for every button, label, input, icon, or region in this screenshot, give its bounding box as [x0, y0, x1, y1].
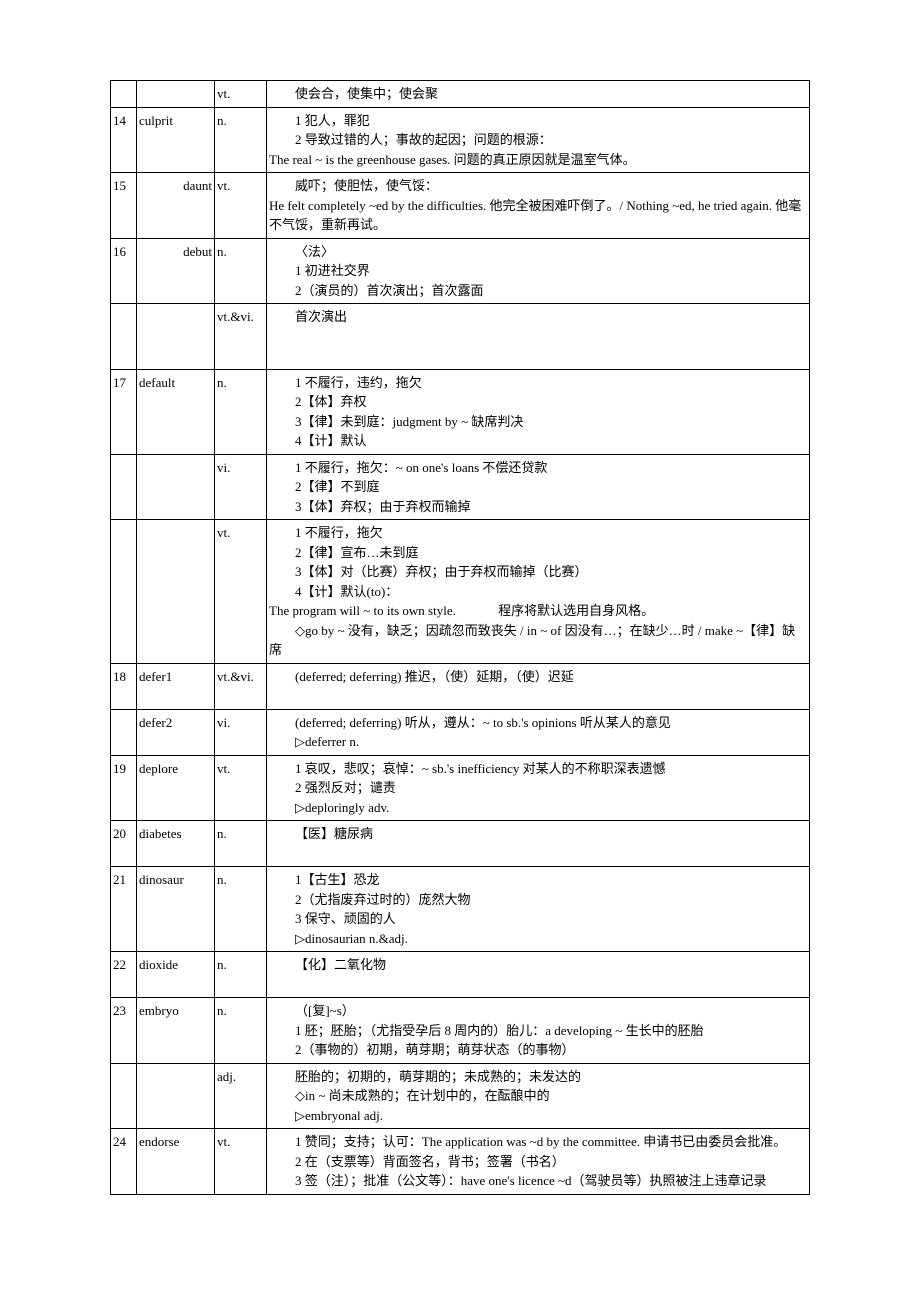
table-row: 23embryon.（[复]~s）1 胚；胚胎；（尤指受孕后 8 周内的）胎儿：… — [111, 998, 810, 1064]
pos-cell: n. — [215, 369, 267, 454]
pos-cell: vt. — [215, 1129, 267, 1195]
definition-cell: 首次演出 — [267, 304, 810, 370]
row-number: 15 — [111, 173, 137, 239]
definition-cell: (deferred; deferring) 推迟，（使）延期，（使）迟延 — [267, 663, 810, 709]
pos-cell: n. — [215, 998, 267, 1064]
word-cell: daunt — [137, 173, 215, 239]
pos-cell: vt. — [215, 81, 267, 108]
word-cell: debut — [137, 238, 215, 304]
page: vt.使会合，使集中；使会聚14culpritn.1 犯人，罪犯2 导致过错的人… — [0, 0, 920, 1255]
definition-cell: 威吓；使胆怯，使气馁：He felt completely ~ed by the… — [267, 173, 810, 239]
table-row: 18defer1vt.&vi.(deferred; deferring) 推迟，… — [111, 663, 810, 709]
table-row: 17defaultn.1 不履行，违约，拖欠2【体】弃权3【律】未到庭：judg… — [111, 369, 810, 454]
word-cell: dinosaur — [137, 867, 215, 952]
row-number — [111, 454, 137, 520]
pos-cell: adj. — [215, 1063, 267, 1129]
row-number — [111, 709, 137, 755]
pos-cell: vi. — [215, 709, 267, 755]
pos-cell: n. — [215, 238, 267, 304]
row-number: 17 — [111, 369, 137, 454]
definition-cell: 1 不履行，拖欠2【律】宣布…未到庭3【体】对（比赛）弃权；由于弃权而输掉（比赛… — [267, 520, 810, 664]
definition-cell: 1 赞同；支持；认可：The application was ~d by the… — [267, 1129, 810, 1195]
row-number: 14 — [111, 107, 137, 173]
pos-cell: vt. — [215, 520, 267, 664]
word-cell: diabetes — [137, 821, 215, 867]
row-number: 20 — [111, 821, 137, 867]
word-cell: culprit — [137, 107, 215, 173]
row-number — [111, 304, 137, 370]
pos-cell: n. — [215, 107, 267, 173]
pos-cell: vt.&vi. — [215, 663, 267, 709]
definition-cell: 1【古生】恐龙2（尤指废弃过时的）庞然大物3 保守、顽固的人▷dinosauri… — [267, 867, 810, 952]
table-body: vt.使会合，使集中；使会聚14culpritn.1 犯人，罪犯2 导致过错的人… — [111, 81, 810, 1195]
pos-cell: vt. — [215, 755, 267, 821]
row-number: 18 — [111, 663, 137, 709]
table-row: vt.1 不履行，拖欠2【律】宣布…未到庭3【体】对（比赛）弃权；由于弃权而输掉… — [111, 520, 810, 664]
row-number: 23 — [111, 998, 137, 1064]
table-row: defer2vi.(deferred; deferring) 听从，遵从：~ t… — [111, 709, 810, 755]
definition-cell: （[复]~s）1 胚；胚胎；（尤指受孕后 8 周内的）胎儿：a developi… — [267, 998, 810, 1064]
table-row: vi.1 不履行，拖欠：~ on one's loans 不偿还贷款2【律】不到… — [111, 454, 810, 520]
row-number: 22 — [111, 952, 137, 998]
table-row: adj.胚胎的；初期的，萌芽期的；未成熟的；未发达的◇in ~ 尚未成熟的；在计… — [111, 1063, 810, 1129]
table-row: 21dinosaurn.1【古生】恐龙2（尤指废弃过时的）庞然大物3 保守、顽固… — [111, 867, 810, 952]
table-row: 20diabetesn.【医】糖尿病 — [111, 821, 810, 867]
word-cell — [137, 304, 215, 370]
pos-cell: vi. — [215, 454, 267, 520]
word-cell — [137, 454, 215, 520]
word-cell: deplore — [137, 755, 215, 821]
pos-cell: vt. — [215, 173, 267, 239]
definition-cell: 1 犯人，罪犯2 导致过错的人；事故的起因；问题的根源：The real ~ i… — [267, 107, 810, 173]
row-number: 19 — [111, 755, 137, 821]
table-row: 22dioxiden.【化】二氧化物 — [111, 952, 810, 998]
word-cell: dioxide — [137, 952, 215, 998]
table-row: 15dauntvt.威吓；使胆怯，使气馁：He felt completely … — [111, 173, 810, 239]
row-number: 16 — [111, 238, 137, 304]
word-cell — [137, 81, 215, 108]
word-cell: endorse — [137, 1129, 215, 1195]
row-number — [111, 520, 137, 664]
word-cell — [137, 1063, 215, 1129]
word-cell: defer1 — [137, 663, 215, 709]
definition-cell: 【医】糖尿病 — [267, 821, 810, 867]
row-number: 24 — [111, 1129, 137, 1195]
definition-cell: 1 哀叹，悲叹；哀悼：~ sb.'s inefficiency 对某人的不称职深… — [267, 755, 810, 821]
table-row: 14culpritn.1 犯人，罪犯2 导致过错的人；事故的起因；问题的根源：T… — [111, 107, 810, 173]
table-row: 24endorsevt.1 赞同；支持；认可：The application w… — [111, 1129, 810, 1195]
definition-cell: 〈法〉1 初进社交界2（演员的）首次演出；首次露面 — [267, 238, 810, 304]
word-cell: default — [137, 369, 215, 454]
table-row: vt.使会合，使集中；使会聚 — [111, 81, 810, 108]
table-row: 16debutn.〈法〉1 初进社交界2（演员的）首次演出；首次露面 — [111, 238, 810, 304]
word-cell: embryo — [137, 998, 215, 1064]
word-cell — [137, 520, 215, 664]
definition-cell: 胚胎的；初期的，萌芽期的；未成熟的；未发达的◇in ~ 尚未成熟的；在计划中的，… — [267, 1063, 810, 1129]
definition-cell: 使会合，使集中；使会聚 — [267, 81, 810, 108]
pos-cell: n. — [215, 952, 267, 998]
vocabulary-table: vt.使会合，使集中；使会聚14culpritn.1 犯人，罪犯2 导致过错的人… — [110, 80, 810, 1195]
definition-cell: 【化】二氧化物 — [267, 952, 810, 998]
pos-cell: n. — [215, 867, 267, 952]
row-number — [111, 81, 137, 108]
definition-cell: (deferred; deferring) 听从，遵从：~ to sb.'s o… — [267, 709, 810, 755]
row-number: 21 — [111, 867, 137, 952]
table-row: 19deplorevt.1 哀叹，悲叹；哀悼：~ sb.'s inefficie… — [111, 755, 810, 821]
table-row: vt.&vi.首次演出 — [111, 304, 810, 370]
pos-cell: vt.&vi. — [215, 304, 267, 370]
pos-cell: n. — [215, 821, 267, 867]
row-number — [111, 1063, 137, 1129]
definition-cell: 1 不履行，违约，拖欠2【体】弃权3【律】未到庭：judgment by ~ 缺… — [267, 369, 810, 454]
definition-cell: 1 不履行，拖欠：~ on one's loans 不偿还贷款2【律】不到庭3【… — [267, 454, 810, 520]
word-cell: defer2 — [137, 709, 215, 755]
